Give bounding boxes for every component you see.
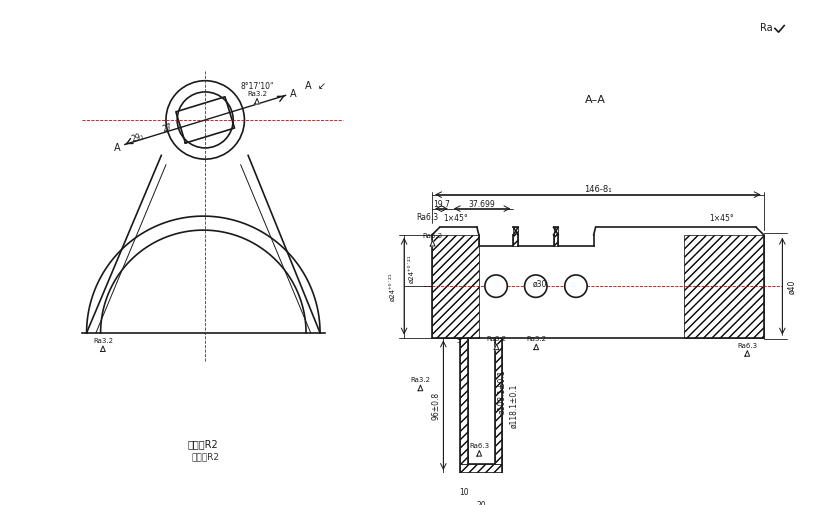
Polygon shape — [533, 344, 538, 350]
Text: 37.699: 37.699 — [468, 199, 495, 208]
Text: 5: 5 — [455, 338, 460, 343]
Text: ø24⁺⁰˙²¹: ø24⁺⁰˙²¹ — [389, 272, 396, 301]
Polygon shape — [432, 235, 478, 338]
Text: A: A — [114, 143, 120, 153]
Text: A  ↙: A ↙ — [305, 81, 325, 91]
Text: ø108.1±0.1: ø108.1±0.1 — [496, 369, 505, 414]
Text: 146-8₁: 146-8₁ — [583, 184, 611, 193]
Text: Ra3.2: Ra3.2 — [247, 90, 267, 96]
Text: 粗糙度R2: 粗糙度R2 — [188, 438, 219, 448]
Text: 1×45°: 1×45° — [708, 214, 733, 223]
Text: 27: 27 — [161, 122, 174, 134]
Text: 29₁: 29₁ — [130, 131, 145, 143]
Text: Ra3.2: Ra3.2 — [410, 377, 430, 383]
Text: Ra3.2: Ra3.2 — [526, 336, 545, 341]
Polygon shape — [494, 344, 498, 350]
Text: ø40: ø40 — [786, 279, 795, 294]
Text: A: A — [289, 88, 296, 98]
Text: Ra3.2: Ra3.2 — [486, 336, 506, 341]
Circle shape — [177, 93, 233, 148]
Text: 10: 10 — [459, 487, 468, 496]
Polygon shape — [459, 338, 467, 464]
Text: Ra6.3: Ra6.3 — [468, 442, 489, 448]
Polygon shape — [430, 241, 434, 246]
Polygon shape — [513, 228, 518, 246]
Polygon shape — [418, 385, 423, 391]
Text: ø30: ø30 — [532, 279, 547, 288]
Text: 96±0.8: 96±0.8 — [431, 391, 440, 420]
Text: 8°17'10": 8°17'10" — [241, 82, 274, 91]
Circle shape — [484, 275, 507, 298]
Polygon shape — [255, 99, 259, 105]
Circle shape — [524, 275, 546, 298]
Text: 粗糙度R2: 粗糙度R2 — [191, 452, 219, 461]
Circle shape — [564, 275, 586, 298]
Text: 20: 20 — [476, 500, 486, 505]
Text: ø118.1±0.1: ø118.1±0.1 — [509, 383, 518, 428]
Polygon shape — [553, 228, 558, 246]
Text: A–A: A–A — [585, 95, 605, 105]
Text: Ra6.3: Ra6.3 — [422, 232, 442, 238]
Text: ø24⁺⁰˙²¹: ø24⁺⁰˙²¹ — [408, 254, 414, 282]
Polygon shape — [683, 235, 762, 338]
Polygon shape — [494, 338, 501, 464]
Text: 1×45°: 1×45° — [442, 214, 468, 223]
Polygon shape — [744, 351, 749, 357]
Text: Ra3.2: Ra3.2 — [93, 337, 113, 343]
Polygon shape — [101, 346, 105, 352]
Polygon shape — [477, 450, 481, 456]
Text: 19.7: 19.7 — [432, 199, 450, 208]
Text: Ra6.3: Ra6.3 — [736, 342, 757, 348]
Polygon shape — [459, 464, 501, 473]
Text: Ra: Ra — [759, 23, 772, 32]
Text: Ra6.3: Ra6.3 — [416, 212, 438, 221]
Circle shape — [165, 81, 244, 160]
